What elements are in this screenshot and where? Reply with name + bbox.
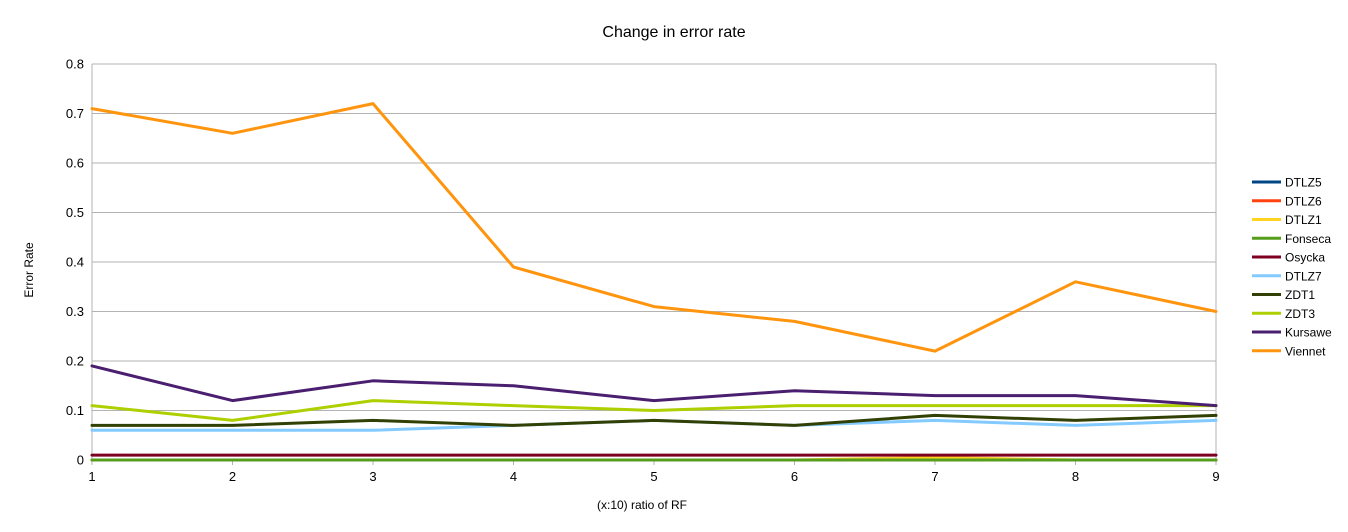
legend: DTLZ5 DTLZ6 DTLZ1 Fonseca Osycka DTLZ7 ZDT1 ZDT… xyxy=(1252,176,1332,358)
y-axis-label: Error Rate xyxy=(22,242,36,298)
y-tick-label: 0.4 xyxy=(66,255,84,270)
x-tick-label: 5 xyxy=(650,469,657,484)
y-tick-label: 0.5 xyxy=(66,205,84,220)
legend-label: ZDT1 xyxy=(1285,288,1315,302)
legend-label: Osycka xyxy=(1285,251,1325,265)
y-tick-label: 0.3 xyxy=(66,304,84,319)
y-tick-label: 0.2 xyxy=(66,354,84,369)
series-line-viennet xyxy=(90,102,1218,353)
legend-label: DTLZ7 xyxy=(1285,269,1322,283)
x-axis-label: (x:10) ratio of RF xyxy=(597,498,687,512)
y-tick-label: 0.6 xyxy=(66,156,84,171)
x-tick-label: 7 xyxy=(931,469,938,484)
x-tick-label: 9 xyxy=(1212,469,1219,484)
legend-label: DTLZ6 xyxy=(1285,194,1322,208)
x-tick-label: 6 xyxy=(791,469,798,484)
x-tick-label: 2 xyxy=(229,469,236,484)
legend-label: DTLZ1 xyxy=(1285,213,1322,227)
x-tick-label: 1 xyxy=(88,469,95,484)
series-line-kursawe xyxy=(90,364,1218,408)
y-tick-label: 0.7 xyxy=(66,106,84,121)
y-tick-label: 0.1 xyxy=(66,403,84,418)
x-tick-label: 8 xyxy=(1072,469,1079,484)
grid-lines xyxy=(91,63,1217,465)
chart-title: Change in error rate xyxy=(602,24,745,41)
series-lines xyxy=(90,102,1218,462)
x-tick-label: 3 xyxy=(369,469,376,484)
y-tick-label: 0.8 xyxy=(66,57,84,72)
legend-label: Fonseca xyxy=(1285,232,1331,246)
y-tick-labels: 0 0.1 0.2 0.3 0.4 0.5 0.6 0.7 0.8 xyxy=(66,57,84,468)
series-line-zdt1 xyxy=(90,413,1218,427)
legend-label: Viennet xyxy=(1285,344,1326,358)
series-line-zdt3 xyxy=(90,399,1218,422)
legend-label: Kursawe xyxy=(1285,326,1332,340)
x-tick-labels: 1 2 3 4 5 6 7 8 9 xyxy=(88,469,1219,484)
legend-label: DTLZ5 xyxy=(1285,176,1322,190)
x-tick-label: 4 xyxy=(510,469,517,484)
y-tick-label: 0 xyxy=(77,453,84,468)
legend-label: ZDT3 xyxy=(1285,307,1315,321)
